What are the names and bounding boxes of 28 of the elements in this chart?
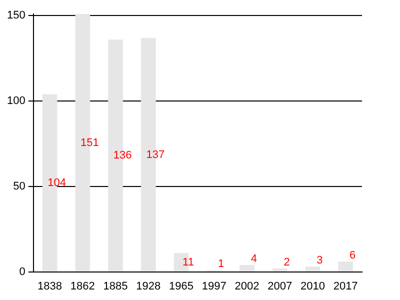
- x-tick-label: 1885: [103, 280, 128, 292]
- x-tick-label: 1838: [38, 280, 62, 292]
- data-label: 151: [80, 136, 99, 149]
- data-label: 136: [113, 150, 132, 162]
- x-tick-label: 1862: [70, 280, 95, 292]
- y-tick-label: 100: [6, 95, 26, 108]
- x-tick-label: 2007: [268, 280, 292, 292]
- data-label: 4: [250, 253, 258, 265]
- y-tick-label: 150: [6, 10, 26, 22]
- bar: [272, 268, 288, 272]
- y-tick-label: 0: [19, 266, 26, 278]
- x-tick-label: 1997: [202, 280, 226, 292]
- bar: [305, 266, 320, 272]
- x-tick-label: 1965: [169, 280, 194, 292]
- data-label: 3: [316, 254, 323, 267]
- y-tick-label: 50: [13, 180, 26, 192]
- x-tick-label: 2017: [333, 280, 358, 292]
- bar: [338, 262, 353, 272]
- bar: [240, 264, 254, 272]
- data-label: 11: [182, 256, 194, 268]
- x-tick-label: 2010: [300, 280, 325, 292]
- data-label: 2: [284, 256, 290, 268]
- data-label: 137: [146, 148, 165, 161]
- data-label: 6: [350, 250, 356, 262]
- data-label: 104: [48, 177, 66, 190]
- x-tick-label: 2002: [234, 280, 260, 292]
- x-tick-label: 1928: [136, 280, 161, 292]
- data-label: 1: [218, 258, 224, 270]
